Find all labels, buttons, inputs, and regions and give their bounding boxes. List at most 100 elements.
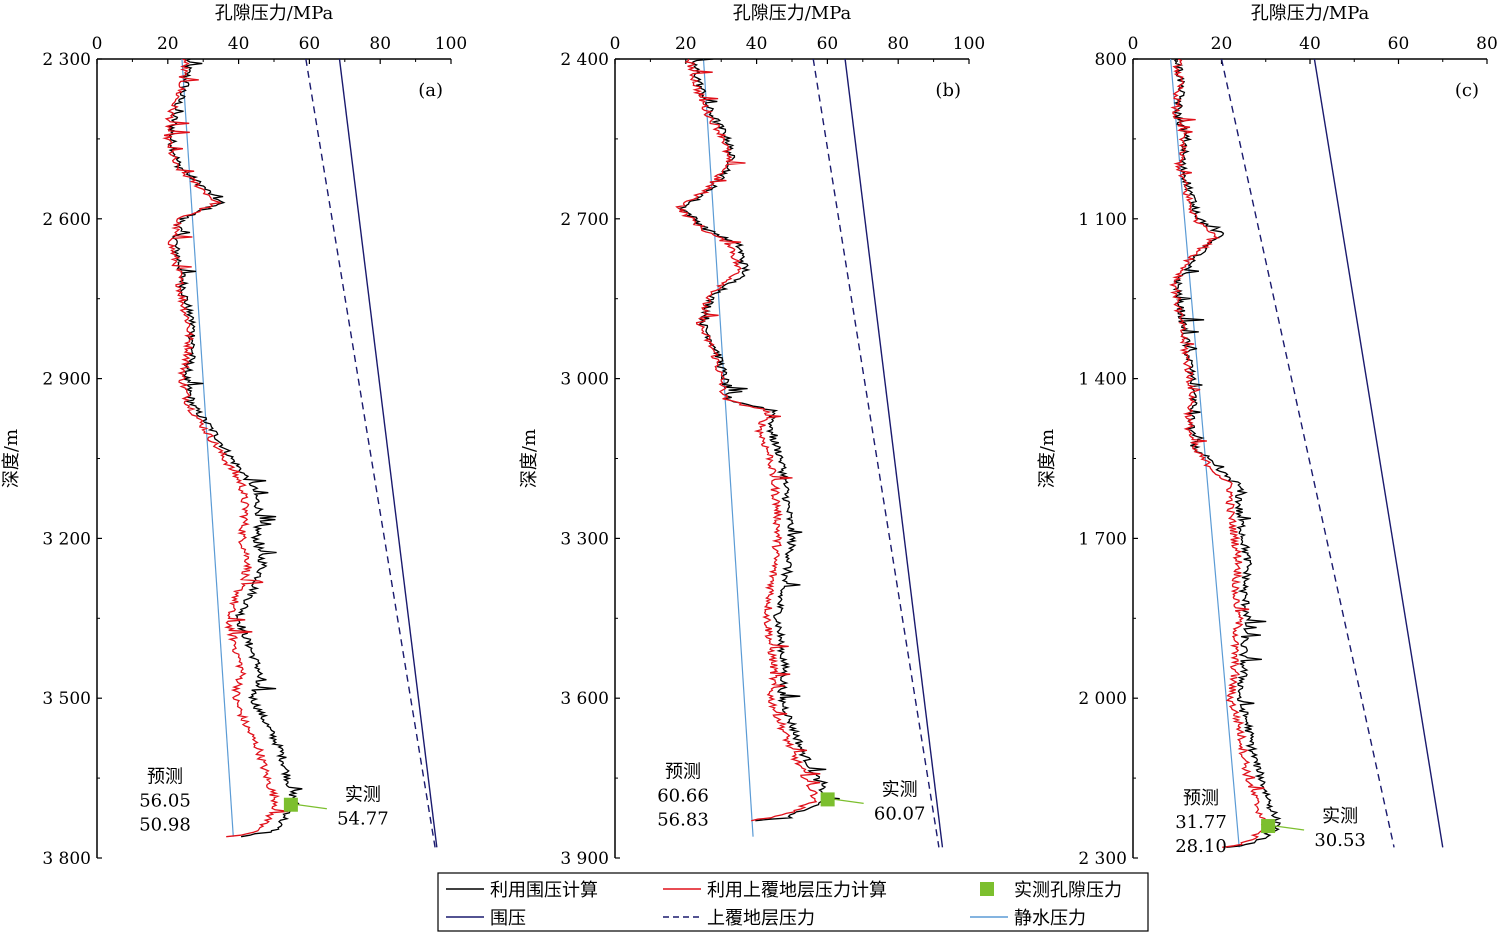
y-tick-label: 2 400 [560,50,609,70]
y-tick-label: 2 900 [42,370,91,390]
x-tick-label: 20 [1211,34,1233,54]
measured-point [283,797,298,812]
predicted-value-confining: 31.77 [1175,812,1227,833]
legend-label: 静水压力 [1014,908,1086,929]
y-tick-label: 3 900 [560,849,609,869]
predicted-label: 预测 [665,761,701,782]
y-tick-label: 3 000 [560,370,609,390]
overburden-calc-curve [162,59,289,838]
legend-item: 围压 [446,908,526,929]
confining-calc-curve [167,59,303,838]
chart-panel-2: 0 20 40 60 80 100 孔隙压力/MPa 2 400 2 700 3 000 3 300… [519,3,985,869]
measured-value: 54.77 [337,809,389,830]
x-tick-label: 40 [1299,34,1321,54]
x-tick-label: 20 [675,34,697,54]
confining-pressure-line [1313,59,1444,848]
legend-item: 上覆地层压力 [663,908,815,929]
x-tick-label: 80 [369,34,391,54]
measured-point [1261,819,1276,834]
y-tick-label: 3 200 [42,529,91,549]
panel-label: (a) [418,80,443,101]
measured-leader-line [297,804,327,810]
measured-label: 实测 [345,785,381,806]
x-axis-label: 孔隙压力/MPa [733,3,852,24]
measured-leader-line [834,798,864,805]
plot-area [162,59,438,848]
overburden-pressure-line [305,59,436,848]
legend-label: 围压 [490,908,526,929]
measured-value: 60.07 [874,803,926,824]
legend-label: 上覆地层压力 [707,908,815,929]
x-tick-label: 80 [887,34,909,54]
measured-label: 实测 [882,779,918,800]
predicted-value-confining: 60.66 [657,785,709,806]
overburden-calc-curve [675,59,821,822]
y-tick-label: 3 300 [560,529,609,549]
legend-item: 实测孔隙压力 [980,880,1122,901]
y-axis-label: 深度/m [1,429,22,488]
legend-label: 利用上覆地层压力计算 [707,880,887,901]
overburden-pressure-line [812,59,940,848]
predicted-value-confining: 56.05 [139,791,191,812]
legend-item: 利用上覆地层压力计算 [663,880,887,901]
x-tick-label: 60 [299,34,321,54]
x-tick-label: 100 [953,34,985,54]
legend-box [437,872,1149,932]
x-axis-label: 孔隙压力/MPa [215,3,334,24]
predicted-label: 预测 [1183,788,1219,809]
y-tick-label: 1 400 [1078,370,1127,390]
y-tick-label: 1 100 [1078,210,1127,230]
legend-item: 静水压力 [970,908,1086,929]
y-tick-label: 2 600 [42,210,91,230]
plot-area [1168,59,1444,848]
y-tick-label: 3 600 [560,689,609,709]
measured-leader-line [1275,825,1305,831]
x-tick-label: 20 [157,34,179,54]
x-tick-label: 0 [610,34,621,54]
predicted-label: 预测 [147,767,183,788]
measured-point [820,792,835,807]
confining-pressure-line [338,59,438,848]
y-tick-label: 2 700 [560,210,609,230]
measured-value: 30.53 [1314,830,1366,851]
y-tick-label: 3 800 [42,849,91,869]
legend-label: 实测孔隙压力 [1014,880,1122,901]
hydrostatic-pressure-line [1170,59,1240,848]
y-tick-label: 2 000 [1078,689,1127,709]
confining-pressure-line [844,59,944,848]
confining-calc-curve [677,59,840,822]
measured-label: 实测 [1322,806,1358,827]
predicted-value-overburden: 28.10 [1175,836,1227,857]
panel-label: (b) [935,80,961,101]
x-tick-label: 40 [228,34,250,54]
predicted-value-overburden: 56.83 [657,809,709,830]
x-tick-label: 60 [817,34,839,54]
x-tick-label: 0 [1128,34,1139,54]
x-tick-label: 80 [1476,34,1498,54]
x-axis-label: 孔隙压力/MPa [1251,3,1370,24]
y-axis-label: 深度/m [519,429,540,488]
overburden-calc-curve [1168,59,1269,848]
x-tick-label: 40 [746,34,768,54]
y-tick-label: 800 [1095,50,1127,70]
legend-item: 利用围压计算 [446,880,598,901]
predicted-value-overburden: 50.98 [139,815,191,836]
y-axis-label: 深度/m [1037,429,1058,488]
panel-label: (c) [1455,80,1479,101]
y-tick-label: 2 300 [1078,849,1127,869]
hydrostatic-pressure-line [181,59,234,837]
chart-panel-3: 0 20 40 60 80 孔隙压力/MPa 800 1 100 1 400 1 700 2 000… [1037,3,1498,869]
x-tick-label: 60 [1388,34,1410,54]
overburden-pressure-line [1220,59,1395,848]
legend-swatch [980,882,994,896]
chart-panel-1: 0 20 40 60 80 100 孔隙压力/MPa 2 300 2 600 2 900 3 200… [1,3,467,869]
legend-label: 利用围压计算 [490,880,598,901]
y-tick-label: 3 500 [42,689,91,709]
x-tick-label: 100 [435,34,467,54]
y-tick-label: 2 300 [42,50,91,70]
hydrostatic-pressure-line [702,59,754,837]
plot-area [675,59,944,848]
x-tick-label: 0 [92,34,103,54]
